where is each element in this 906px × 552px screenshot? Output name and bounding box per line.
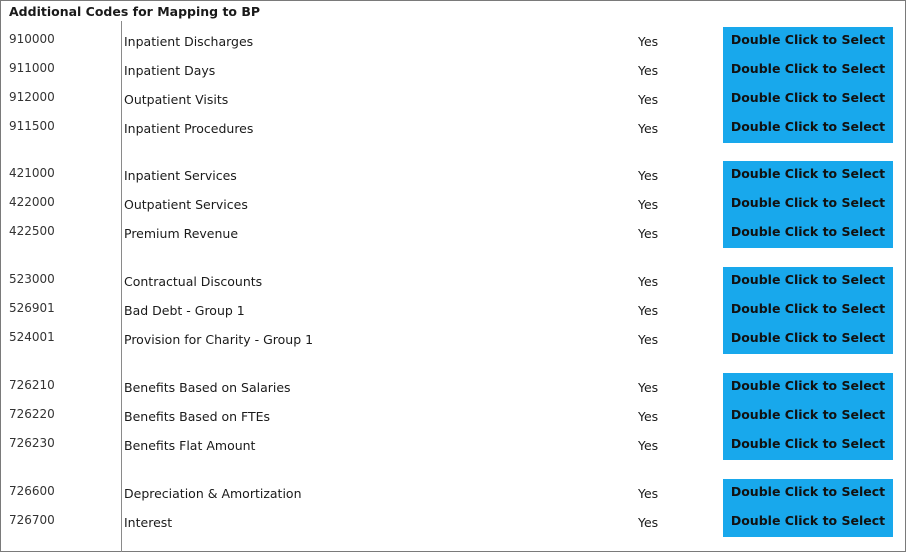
account-code: 726230	[9, 436, 55, 450]
account-code: 422000	[9, 195, 55, 209]
table-row: 526901 Bad Debt - Group 1 Yes Double Click …	[1, 296, 905, 325]
table-row: 726600 Depreciation & Amortization Yes Doub…	[1, 479, 905, 508]
mapping-flag: Yes	[638, 197, 659, 212]
table-row: 726220 Benefits Based on FTEs Yes Double Cl…	[1, 402, 905, 431]
table-row: 524001 Provision for Charity - Group 1 Yes…	[1, 325, 905, 354]
mapping-flag: Yes	[638, 486, 659, 501]
account-code: 726220	[9, 407, 55, 421]
account-label: Interest	[124, 515, 173, 530]
account-label: Inpatient Services	[124, 168, 237, 183]
table-row: 910000 Inpatient Discharges Yes Double Clic…	[1, 27, 905, 56]
select-button[interactable]: Double Click to Select	[723, 85, 893, 114]
mapping-flag: Yes	[638, 515, 659, 530]
account-code: 912000	[9, 90, 55, 104]
select-button[interactable]: Double Click to Select	[723, 219, 893, 248]
account-label: Inpatient Days	[124, 63, 216, 78]
table-row: 726210 Benefits Based on Salaries Yes Doubl…	[1, 373, 905, 402]
mapping-flag: Yes	[638, 168, 659, 183]
account-code: 526901	[9, 301, 55, 315]
select-button[interactable]: Double Click to Select	[723, 56, 893, 85]
account-code: 910000	[9, 32, 55, 46]
account-code: 911500	[9, 119, 55, 133]
select-button[interactable]: Double Click to Select	[723, 431, 893, 460]
select-button[interactable]: Double Click to Select	[723, 373, 893, 402]
select-button[interactable]: Double Click to Select	[723, 27, 893, 56]
select-button[interactable]: Double Click to Select	[723, 161, 893, 190]
select-button[interactable]: Double Click to Select	[723, 190, 893, 219]
table-row: 911000 Inpatient Days Yes Double Click to S…	[1, 56, 905, 85]
account-label: Premium Revenue	[124, 226, 239, 241]
column-divider	[121, 21, 122, 552]
account-label: Benefits Flat Amount	[124, 438, 256, 453]
table-row: 421000 Inpatient Services Yes Double Click …	[1, 161, 905, 190]
account-label: Inpatient Procedures	[124, 121, 254, 136]
mapping-flag: Yes	[638, 121, 659, 136]
mapping-flag: Yes	[638, 274, 659, 289]
mapping-flag: Yes	[638, 34, 659, 49]
account-code: 422500	[9, 224, 55, 238]
account-code: 726210	[9, 378, 55, 392]
mapping-flag: Yes	[638, 303, 659, 318]
account-label: Outpatient Visits	[124, 92, 229, 107]
select-button[interactable]: Double Click to Select	[723, 325, 893, 354]
account-code: 421000	[9, 166, 55, 180]
mapping-flag: Yes	[638, 380, 659, 395]
table-row: 422000 Outpatient Services Yes Double Click…	[1, 190, 905, 219]
mapping-flag: Yes	[638, 409, 659, 424]
mapping-flag: Yes	[638, 226, 659, 241]
table-row: 912000 Outpatient Visits Yes Double Click t…	[1, 85, 905, 114]
select-button[interactable]: Double Click to Select	[723, 402, 893, 431]
account-code: 726700	[9, 513, 55, 527]
select-button[interactable]: Double Click to Select	[723, 296, 893, 325]
account-label: Benefits Based on FTEs	[124, 409, 271, 424]
account-label: Benefits Based on Salaries	[124, 380, 291, 395]
select-button[interactable]: Double Click to Select	[723, 114, 893, 143]
account-label: Bad Debt - Group 1	[124, 303, 245, 318]
account-code: 911000	[9, 61, 55, 75]
select-button[interactable]: Double Click to Select	[723, 267, 893, 296]
account-code: 524001	[9, 330, 55, 344]
mapping-flag: Yes	[638, 63, 659, 78]
table-row: 726230 Benefits Flat Amount Yes Double Clic…	[1, 431, 905, 460]
table-row: 911500 Inpatient Procedures Yes Double Clic…	[1, 114, 905, 143]
table-row: 523000 Contractual Discounts Yes Double Cli…	[1, 267, 905, 296]
account-label: Contractual Discounts	[124, 274, 263, 289]
table-row: 422500 Premium Revenue Yes Double Click to …	[1, 219, 905, 248]
table-row: 726700 Interest Yes Double Click to Select	[1, 508, 905, 537]
account-label: Inpatient Discharges	[124, 34, 254, 49]
mapping-flag: Yes	[638, 332, 659, 347]
account-label: Depreciation & Amortization	[124, 486, 302, 501]
account-code: 726600	[9, 484, 55, 498]
mapping-flag: Yes	[638, 438, 659, 453]
account-label: Provision for Charity - Group 1	[124, 332, 314, 347]
account-label: Outpatient Services	[124, 197, 248, 212]
account-code: 523000	[9, 272, 55, 286]
select-button[interactable]: Double Click to Select	[723, 479, 893, 508]
mapping-flag: Yes	[638, 92, 659, 107]
panel-title: Additional Codes for Mapping to BP	[9, 4, 261, 19]
select-button[interactable]: Double Click to Select	[723, 508, 893, 537]
